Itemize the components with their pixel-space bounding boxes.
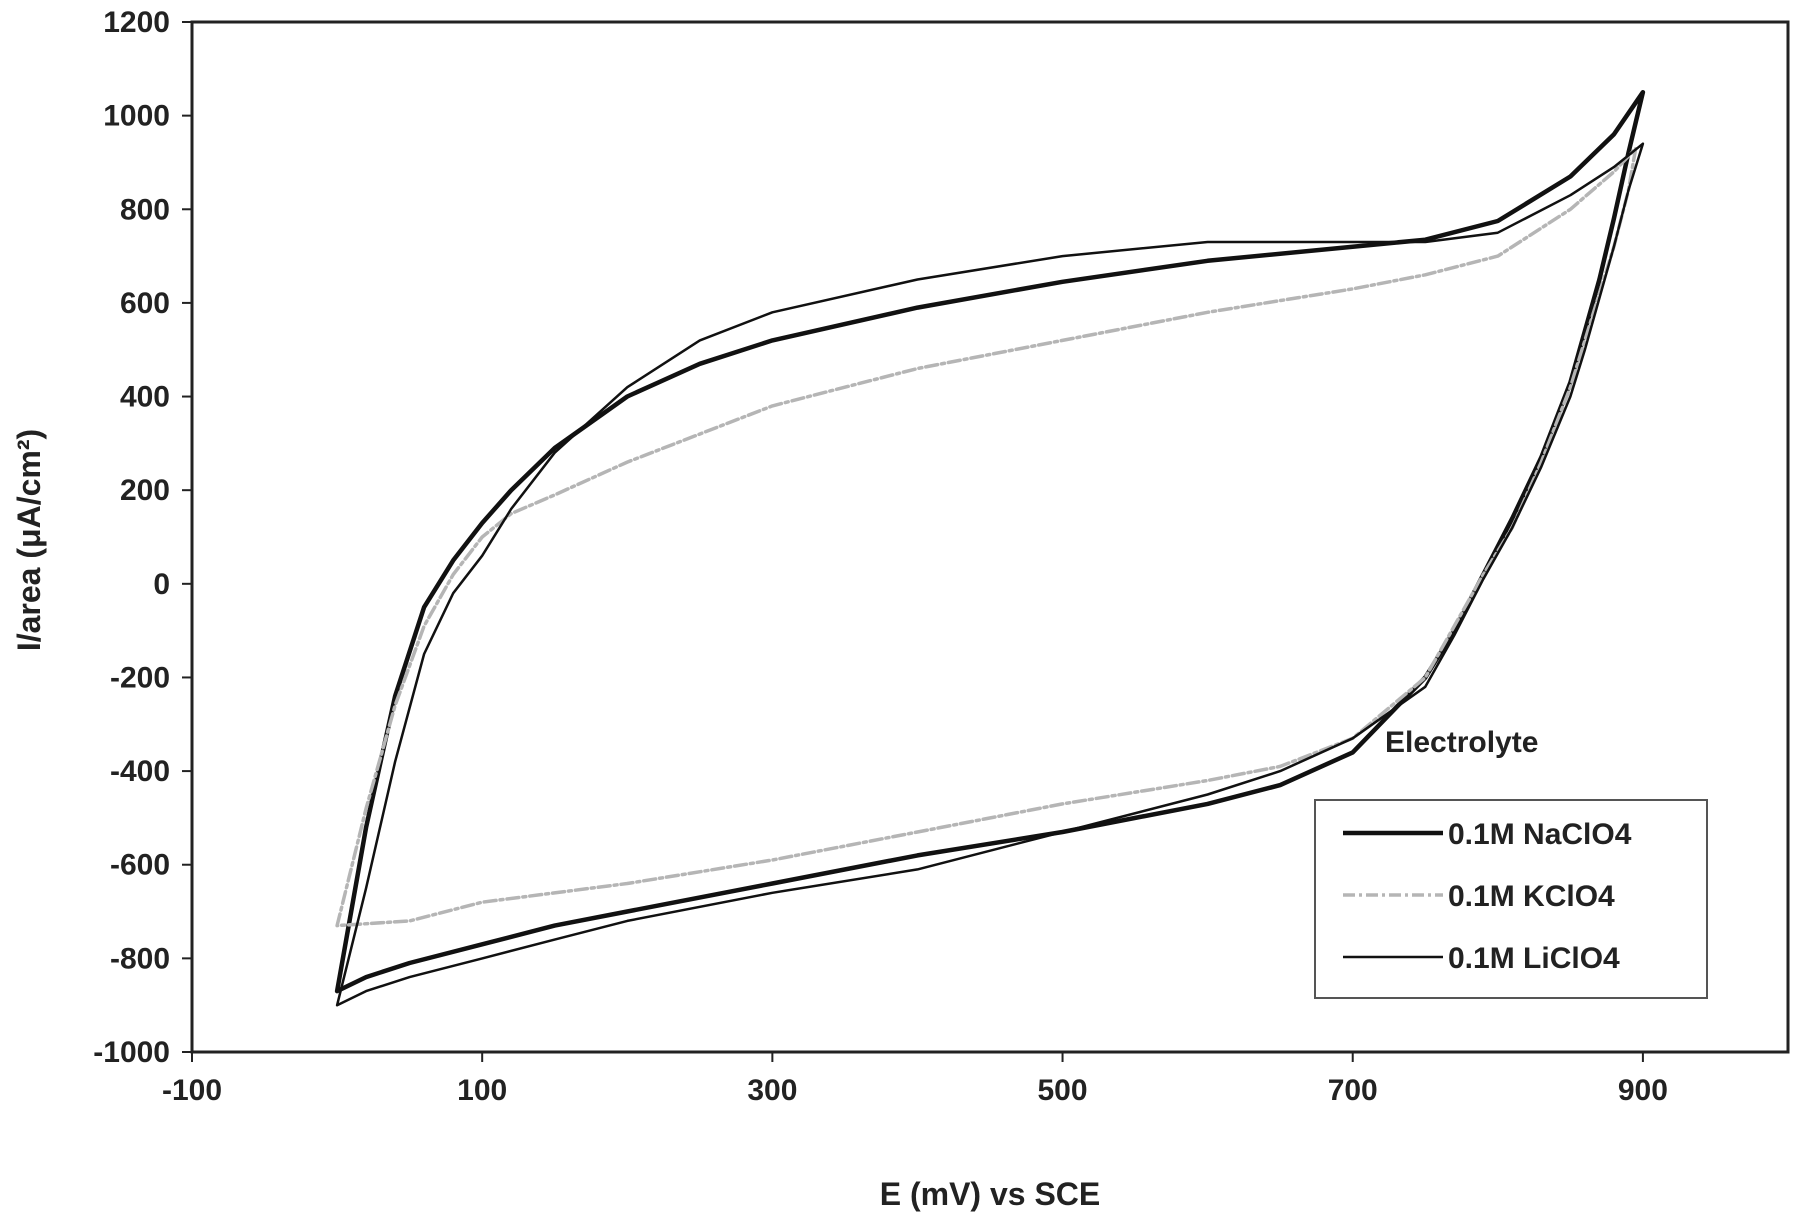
y-tick-label: -800 — [110, 942, 170, 975]
y-tick-label: 200 — [120, 474, 170, 507]
x-tick-label: 100 — [457, 1074, 507, 1107]
legend-title: Electrolyte — [1385, 726, 1538, 759]
legend-label-1: 0.1M NaClO4 — [1448, 818, 1632, 851]
y-tick-label: -200 — [110, 661, 170, 694]
y-tick-label: 1000 — [103, 100, 170, 133]
legend-label-2: 0.1M KClO4 — [1448, 880, 1615, 913]
legend: 0.1M NaClO4 0.1M KClO4 0.1M LiClO4 — [1314, 799, 1708, 999]
legend-label-3: 0.1M LiClO4 — [1448, 942, 1620, 975]
y-tick-label: 0 — [153, 568, 170, 601]
y-tick-label: -600 — [110, 849, 170, 882]
series-line-3 — [335, 142, 1645, 1007]
x-tick-label: 300 — [747, 1074, 797, 1107]
y-tick-label: 400 — [120, 381, 170, 414]
y-tick-label: 1200 — [103, 6, 170, 39]
x-tick-label: 700 — [1328, 1074, 1378, 1107]
x-tick-label: -100 — [162, 1074, 222, 1107]
series-layer — [334, 89, 1646, 1007]
x-tick-label: 900 — [1618, 1074, 1668, 1107]
series-line-1 — [334, 89, 1646, 994]
y-tick-label: 800 — [120, 193, 170, 226]
x-axis-title: E (mV) vs SCE — [880, 1176, 1101, 1212]
y-tick-label: -400 — [110, 755, 170, 788]
y-tick-label: -1000 — [93, 1036, 170, 1069]
x-tick-label: 500 — [1038, 1074, 1088, 1107]
y-axis-ticks: -1000 -800 -600 -400 -200 0 200 400 600 800 1000 12… — [93, 6, 192, 1069]
x-axis-ticks: -100 100 300 500 700 900 — [162, 1052, 1668, 1107]
y-axis-title: I/area (μA/cm²) — [11, 429, 47, 651]
y-tick-label: 600 — [120, 287, 170, 320]
